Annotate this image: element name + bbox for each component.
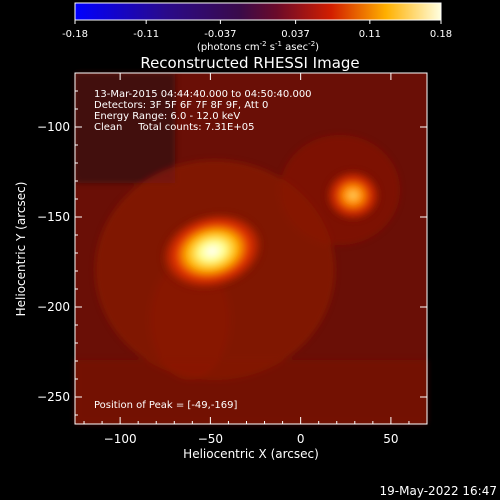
- info-energy-range: Energy Range: 6.0 - 12.0 keV: [94, 111, 240, 122]
- footer-date: 19-May-2022 16:47: [380, 484, 497, 498]
- y-tick-label: −100: [37, 120, 70, 134]
- plot-frame: [74, 72, 428, 425]
- plot-area: −100 −50 0 50 −100 −150 −200 −250 13-Mar-2015 0…: [37, 72, 428, 446]
- colorbar-tick-label: 0.037: [281, 29, 310, 40]
- colorbar-tick-label: -0.037: [204, 29, 236, 40]
- info-detectors: Detectors: 3F 5F 6F 7F 8F 9F, Att 0: [94, 100, 268, 111]
- x-tick-label: −50: [198, 432, 223, 446]
- x-tick-label: 0: [297, 432, 305, 446]
- peak-position-label: Position of Peak = [-49,-169]: [94, 400, 238, 411]
- info-time-range: 13-Mar-2015 04:44:40.000 to 04:50:40.000: [94, 89, 312, 100]
- colorbar-tick-label: 0.11: [359, 29, 381, 40]
- colorbar-units: (photons cm-2 s-1 asec-2): [197, 40, 319, 53]
- x-tick-label: −100: [104, 432, 137, 446]
- primary-source: [163, 214, 262, 289]
- x-tick-label: 50: [383, 432, 398, 446]
- y-axis-label: Heliocentric Y (arcsec): [14, 182, 28, 317]
- colorbar-gradient: [74, 2, 442, 21]
- colorbar-tick-label: -0.11: [133, 29, 159, 40]
- colorbar: -0.18 -0.11 -0.037 0.037 0.11 0.18 (photons c…: [62, 2, 452, 53]
- chart-title: Reconstructed RHESSI Image: [140, 54, 359, 72]
- x-axis-label: Heliocentric X (arcsec): [183, 447, 319, 461]
- info-clean-counts: Clean Total counts: 7.31E+05: [94, 122, 254, 133]
- colorbar-tick-label: -0.18: [62, 29, 88, 40]
- info-block: 13-Mar-2015 04:44:40.000 to 04:50:40.000…: [94, 89, 312, 133]
- y-tick-label: −200: [37, 300, 70, 314]
- y-tick-label: −250: [37, 390, 70, 404]
- colorbar-tick-label: 0.18: [430, 29, 452, 40]
- diffuse-emission: [75, 73, 427, 424]
- secondary-source: [326, 171, 379, 220]
- y-tick-label: −150: [37, 210, 70, 224]
